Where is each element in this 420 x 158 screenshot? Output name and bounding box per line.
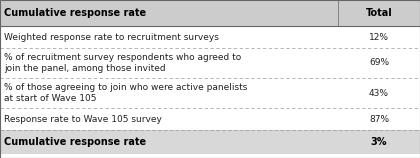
Text: Total: Total [366,8,392,18]
Text: % of those agreeing to join who were active panelists
at start of Wave 105: % of those agreeing to join who were act… [4,83,247,103]
Text: % of recruitment survey respondents who agreed to
join the panel, among those in: % of recruitment survey respondents who … [4,53,241,73]
Text: Response rate to Wave 105 survey: Response rate to Wave 105 survey [4,115,162,124]
Text: 69%: 69% [369,58,389,67]
Text: Weighted response rate to recruitment surveys: Weighted response rate to recruitment su… [4,33,219,42]
Text: Cumulative response rate: Cumulative response rate [4,137,146,147]
Bar [0,26,420,48]
Bar [0,130,420,154]
Bar [0,108,420,130]
Text: 43%: 43% [369,88,389,97]
Bar [0,48,420,78]
Text: 87%: 87% [369,115,389,124]
Text: 3%: 3% [371,137,387,147]
Text: Cumulative response rate: Cumulative response rate [4,8,146,18]
Text: 12%: 12% [369,33,389,42]
Bar [0,78,420,108]
Bar [0,0,420,26]
